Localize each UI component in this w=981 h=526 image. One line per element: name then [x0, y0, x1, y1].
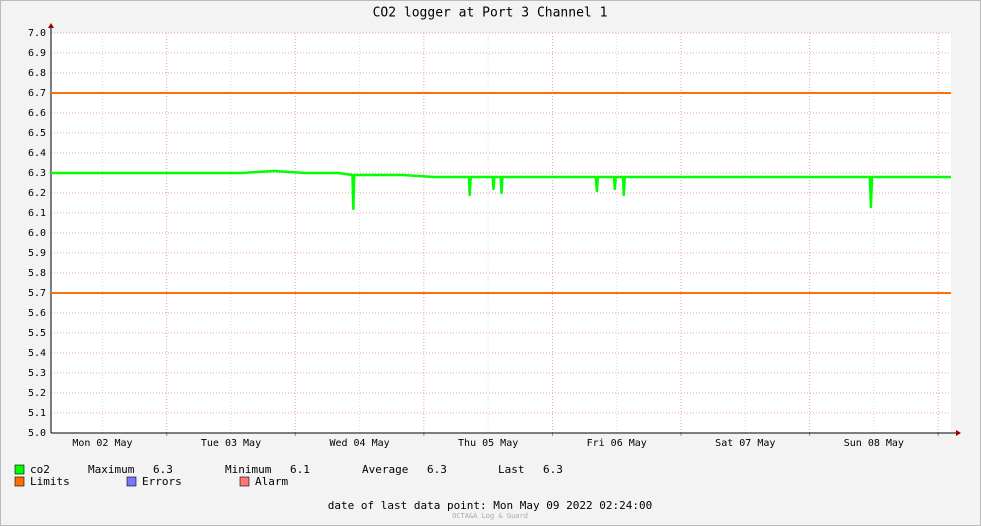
- legend-label: co2: [30, 463, 50, 476]
- legend-swatch: [14, 464, 25, 475]
- x-tick-label: Tue 03 May: [201, 438, 261, 449]
- legend-swatch: [239, 476, 250, 487]
- legend-label: Alarm: [255, 475, 288, 488]
- y-tick-label: 6.7: [28, 88, 46, 99]
- x-axis-arrow: [956, 430, 961, 436]
- y-tick-label: 5.3: [28, 368, 46, 379]
- y-tick-label: 5.6: [28, 308, 46, 319]
- y-tick-label: 6.2: [28, 188, 46, 199]
- stat-value: 6.3: [427, 463, 447, 476]
- chart-title: CO2 logger at Port 3 Channel 1: [373, 6, 608, 21]
- y-tick-label: 5.4: [28, 348, 46, 359]
- y-tick-label: 6.4: [28, 148, 46, 159]
- stat-label: Maximum: [88, 463, 135, 476]
- legend-swatch: [126, 476, 137, 487]
- stat-value: 6.1: [290, 463, 310, 476]
- y-tick-label: 5.1: [28, 408, 46, 419]
- footer: date of last data point: Mon May 09 2022…: [328, 499, 653, 512]
- stat-value: 6.3: [153, 463, 173, 476]
- y-tick-label: 6.3: [28, 168, 46, 179]
- legend-label: Errors: [142, 475, 182, 488]
- x-tick-label: Fri 06 May: [587, 438, 647, 449]
- x-tick-label: Sat 07 May: [715, 438, 775, 449]
- y-tick-label: 6.0: [28, 228, 46, 239]
- y-tick-label: 7.0: [28, 28, 46, 39]
- stat-value: 6.3: [543, 463, 563, 476]
- credit: OCTA&A Log & Guard: [452, 512, 528, 520]
- y-tick-label: 5.8: [28, 268, 46, 279]
- y-tick-label: 6.5: [28, 128, 46, 139]
- y-tick-label: 5.0: [28, 428, 46, 439]
- y-tick-label: 6.9: [28, 48, 46, 59]
- y-tick-label: 6.1: [28, 208, 46, 219]
- legend-swatch: [14, 476, 25, 487]
- y-tick-label: 5.9: [28, 248, 46, 259]
- y-tick-label: 5.7: [28, 288, 46, 299]
- stat-label: Average: [362, 463, 408, 476]
- stat-label: Minimum: [225, 463, 272, 476]
- y-tick-label: 5.2: [28, 388, 46, 399]
- stat-label: Last: [498, 463, 525, 476]
- x-tick-label: Mon 02 May: [72, 438, 132, 449]
- y-axis-arrow: [48, 23, 54, 28]
- y-tick-label: 5.5: [28, 328, 46, 339]
- x-tick-label: Sun 08 May: [844, 438, 904, 449]
- x-tick-label: Thu 05 May: [458, 438, 518, 449]
- x-tick-label: Wed 04 May: [329, 438, 389, 449]
- data-line: [51, 169, 951, 211]
- y-tick-label: 6.6: [28, 108, 46, 119]
- y-tick-label: 6.8: [28, 68, 46, 79]
- legend-label: Limits: [30, 475, 70, 488]
